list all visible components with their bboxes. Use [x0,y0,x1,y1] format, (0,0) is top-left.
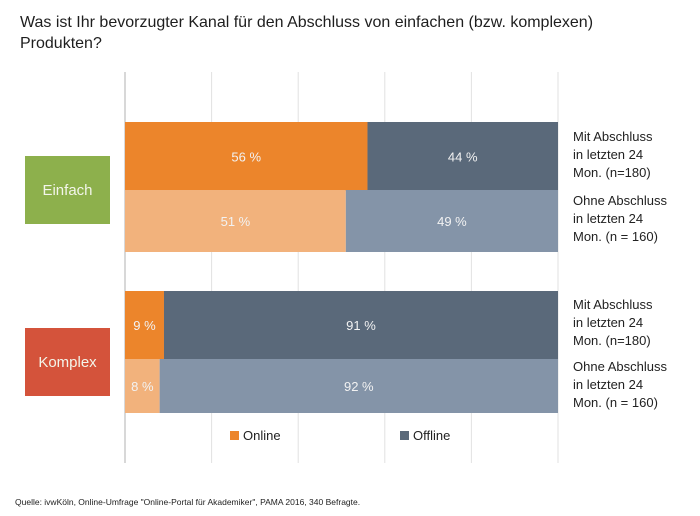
row-label-einfach-ohne: Ohne Abschluss in letzten 24 Mon. (n = 1… [573,193,667,244]
group-label-komplex: Komplex [25,328,110,396]
data-label-offline: 92 % [344,379,374,394]
legend-swatch-online [230,431,239,440]
legend-item-online: Online [230,428,281,443]
legend-swatch-offline [400,431,409,440]
data-label-online: 56 % [231,150,261,165]
data-label-offline: 49 % [437,214,467,229]
source-note: Quelle: ivwKöln, Online-Umfrage "Online-… [15,497,361,507]
group-label-einfach: Einfach [25,156,110,224]
legend-label-offline: Offline [413,428,451,443]
bar-einfach-ohne-online [125,190,346,252]
data-label-offline: 91 % [346,318,376,333]
bar-labels: 56 % 44 % 51 % 49 % 9 % 91 % 8 % 92 % [131,150,478,395]
bar-komplex-mit-online [125,291,164,359]
row-label-komplex-mit: Mit Abschluss in letzten 24 Mon. (n=180) [573,297,653,348]
bar-einfach-mit-online [125,122,368,191]
data-label-offline: 44 % [448,150,478,165]
data-label-online: 8 % [131,379,154,394]
row-label-komplex-ohne: Ohne Abschluss in letzten 24 Mon. (n = 1… [573,359,667,410]
bars [125,122,558,413]
data-label-online: 51 % [221,214,251,229]
legend-item-offline: Offline [400,428,450,443]
row-label-einfach-mit: Mit Abschluss in letzten 24 Mon. (n=180) [573,129,653,180]
bar-einfach-mit-offline [367,122,558,191]
chart-title: Was ist Ihr bevorzugter Kanal für den Ab… [20,14,594,52]
bar-einfach-ohne-offline [345,190,558,252]
data-label-online: 9 % [133,318,156,333]
bar-komplex-mit-offline [163,291,558,359]
bar-komplex-ohne-offline [159,359,558,413]
bar-komplex-ohne-online [125,359,160,413]
legend-label-online: Online [243,428,281,443]
